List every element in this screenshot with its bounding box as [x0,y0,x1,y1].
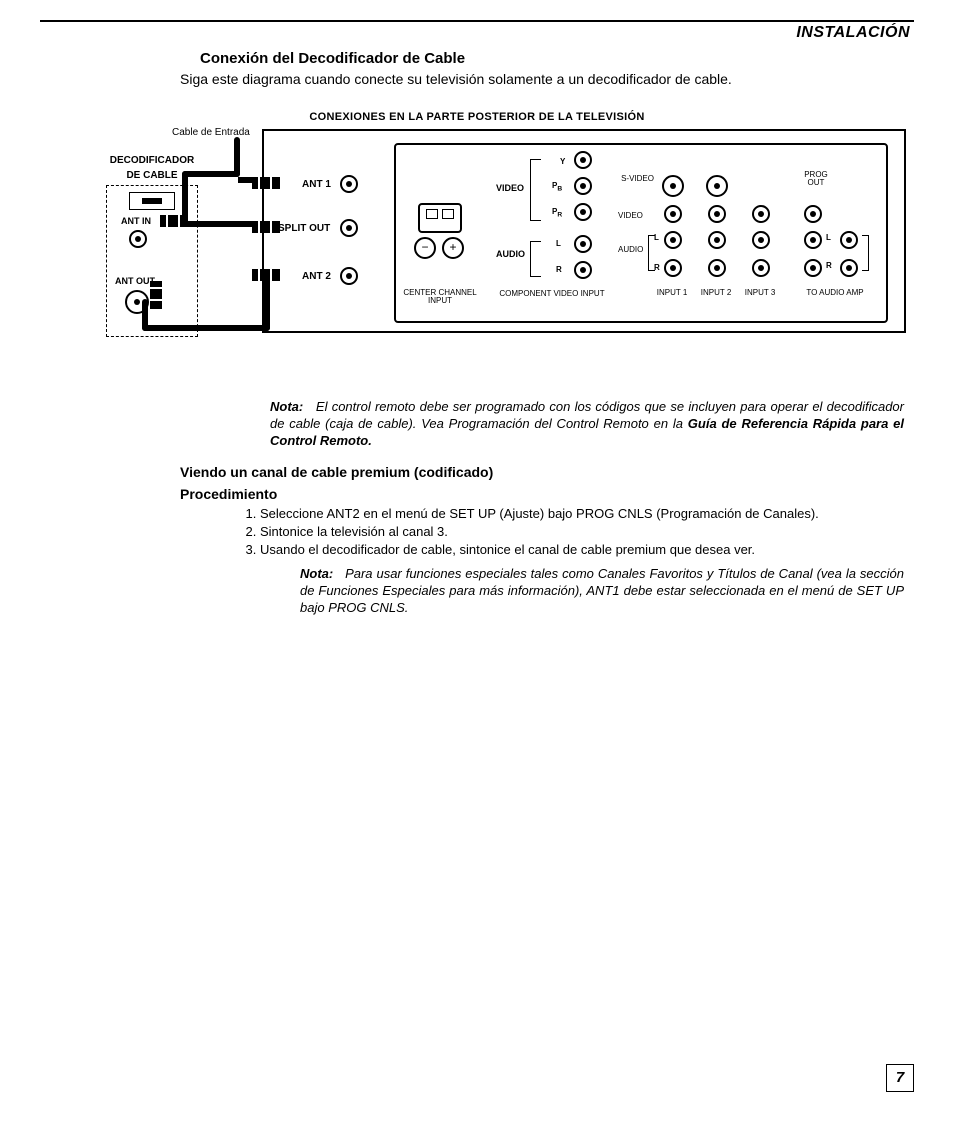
minus-terminal: − [414,237,436,259]
note1-label: Nota: [270,399,303,414]
amp-r-label: R [826,261,832,270]
tv-panel: ANT 1 SPLIT OUT ANT 2 − + CENTER CHANNEL… [262,129,906,333]
tv-inner-panel: − + CENTER CHANNEL INPUT Y VIDEO PB PR A… [394,143,888,323]
note-1: Nota: El control remoto debe ser program… [270,399,904,450]
aud-r-3 [752,259,770,277]
note2-text: Para usar funciones especiales tales com… [300,566,904,615]
prog-out-label: PROG OUT [796,171,836,187]
ant-out-label: ANT OUT [115,276,155,286]
pr-sub: R [557,212,562,219]
pb-sub: B [557,186,562,193]
ant-in-label: ANT IN [121,216,151,226]
toamp-label: TO AUDIO AMP [790,289,880,297]
video-group-label: VIDEO [496,183,524,193]
component-label: COMPONENT VIDEO INPUT [492,289,612,298]
header-rule [40,20,914,22]
aud-r-1 [664,259,682,277]
audio-group-label: AUDIO [496,249,525,259]
input1-label: INPUT 1 [654,289,690,297]
step-2: Sintonice la televisión al canal 3. [260,524,904,540]
y-label: Y [560,157,565,166]
step-3: Usando el decodificador de cable, sinton… [260,542,904,558]
aud-r-2 [708,259,726,277]
note2-label: Nota: [300,566,333,581]
intro-text: Siga este diagrama cuando conecte su tel… [180,71,914,87]
svideo-2 [706,175,728,197]
page-number: 7 [886,1064,914,1092]
diagram-caption: CONEXIONES EN LA PARTE POSTERIOR DE LA T… [40,111,914,123]
decoder-title1: DECODIFICADOR [82,155,222,166]
section-header: INSTALACIÓN [40,24,914,42]
video-progout [804,205,822,223]
video-in3 [752,205,770,223]
ant1-label: ANT 1 [302,179,331,190]
video-row-label: VIDEO [618,211,643,220]
comp-r-label: R [556,265,562,274]
step-1: Seleccione ANT2 en el menú de SET UP (Aj… [260,506,904,522]
aud-l-prog [804,231,822,249]
ant2-label: ANT 2 [302,271,331,282]
comp-l-port [574,235,592,253]
aud-r-prog [804,259,822,277]
connection-diagram: Cable de Entrada DECODIFICADOR DE CABLE … [42,129,912,379]
y-port [574,151,592,169]
procedure-title: Procedimiento [180,486,914,502]
video-in2 [708,205,726,223]
splitout-port [340,219,358,237]
sub-title: Viendo un canal de cable premium (codifi… [180,464,914,480]
input3-label: INPUT 3 [742,289,778,297]
pr-port [574,203,592,221]
note-2: Nota: Para usar funciones especiales tal… [300,566,904,617]
aud-l-3 [752,231,770,249]
amp-r [840,259,858,277]
aud-l-1 [664,231,682,249]
procedure-list: Seleccione ANT2 en el menú de SET UP (Aj… [240,506,904,559]
aud-r-label: R [654,263,660,272]
svideo-label: S-VIDEO [618,175,654,183]
svideo-1 [662,175,684,197]
audio-row-label: AUDIO [618,245,643,254]
center-ch-label: CENTER CHANNEL INPUT [400,289,480,305]
plus-terminal: + [442,237,464,259]
section-title: Conexión del Decodificador de Cable [200,50,914,67]
video-in1 [664,205,682,223]
ant1-port [340,175,358,193]
aud-l-2 [708,231,726,249]
input2-label: INPUT 2 [698,289,734,297]
split-out-label: SPLIT OUT [278,223,330,234]
pb-port [574,177,592,195]
ant2-port [340,267,358,285]
ant-in-port [129,230,147,248]
aud-l-label: L [654,233,659,242]
amp-l-label: L [826,233,831,242]
comp-l-label: L [556,239,561,248]
comp-r-port [574,261,592,279]
amp-l [840,231,858,249]
